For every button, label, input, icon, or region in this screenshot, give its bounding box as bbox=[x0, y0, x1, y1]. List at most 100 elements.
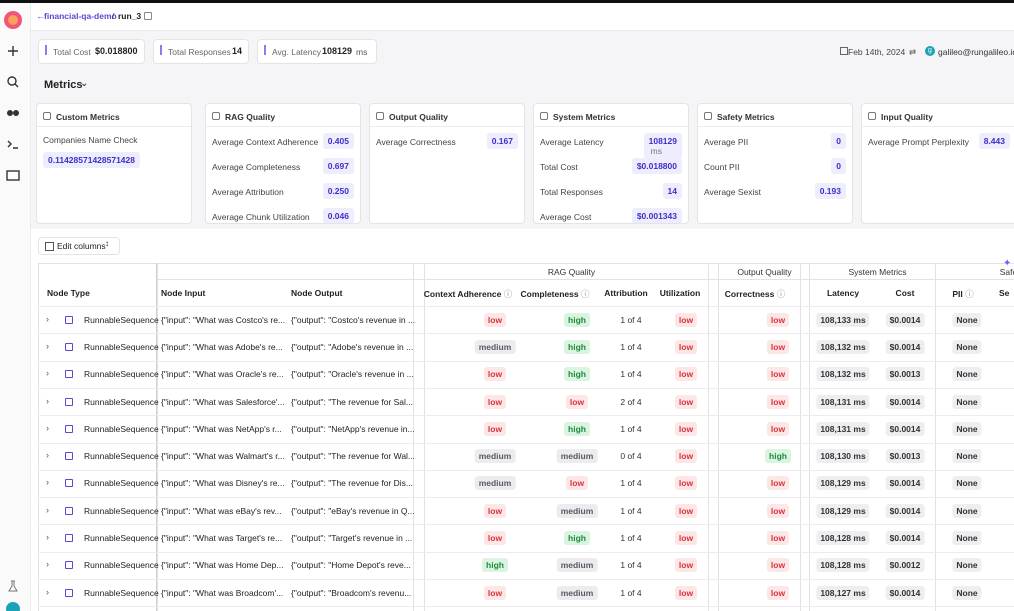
settings-icon[interactable]: ⇄ bbox=[909, 47, 917, 57]
card-title: Custom Metrics bbox=[56, 112, 120, 122]
column-header[interactable]: Node Type bbox=[47, 288, 90, 298]
sidebar bbox=[0, 3, 31, 611]
expand-chevron[interactable]: › bbox=[46, 532, 49, 543]
cell-text: 0 of 4 bbox=[620, 451, 642, 462]
metric-label: Companies Name Check bbox=[43, 135, 138, 145]
column-header[interactable]: Completeness ⓘ bbox=[520, 289, 590, 299]
expand-chevron[interactable]: › bbox=[46, 586, 49, 597]
card-icon bbox=[43, 112, 51, 120]
group-label: Safe bbox=[999, 267, 1014, 277]
expand-chevron[interactable]: › bbox=[46, 422, 49, 433]
metric-value: 0.405 bbox=[322, 133, 354, 149]
metric-card: Output Quality Average Correctness 0.167 bbox=[369, 103, 525, 224]
card-title: Output Quality bbox=[389, 112, 449, 122]
expand-chevron[interactable]: › bbox=[46, 368, 49, 379]
sparkle-icon[interactable]: ✦ bbox=[1003, 258, 1012, 269]
column-header[interactable]: Node Input bbox=[161, 288, 206, 298]
cell-text: 1 of 4 bbox=[620, 369, 642, 380]
cell-badge: low bbox=[565, 476, 589, 491]
card-title: System Metrics bbox=[553, 112, 616, 122]
cell-badge: $0.0014 bbox=[885, 339, 925, 354]
cell-badge: low bbox=[766, 339, 790, 354]
expand-chevron[interactable]: › bbox=[46, 340, 49, 351]
cell-badge: 108,128 ms bbox=[816, 531, 870, 546]
expand-chevron[interactable]: › bbox=[46, 450, 49, 461]
cell-badge: low bbox=[674, 476, 698, 491]
metric-unit: ms bbox=[650, 146, 662, 156]
calendar-icon bbox=[840, 47, 848, 55]
column-header[interactable]: Correctness ⓘ bbox=[724, 289, 786, 299]
cell-text: {"input": "What was NetApp's r... bbox=[161, 423, 282, 434]
cell-badge: 108,128 ms bbox=[816, 558, 870, 573]
column-header[interactable]: Node Output bbox=[291, 288, 343, 298]
cell-text: RunnableSequence bbox=[84, 505, 159, 516]
cell-text: 1 of 4 bbox=[620, 341, 642, 352]
user-email: galileo@rungalileo.io bbox=[938, 47, 1014, 57]
column-header[interactable]: Cost bbox=[895, 288, 915, 298]
terminal-icon[interactable] bbox=[7, 140, 18, 149]
group-label: Output Quality bbox=[737, 267, 792, 277]
column-divider bbox=[708, 263, 709, 611]
metric-card: Input Quality Average Prompt Perplexity 8.… bbox=[861, 103, 1014, 224]
metric-card: Safety Metrics Average PII 0 Count PII 0 Aver… bbox=[697, 103, 853, 224]
row-line bbox=[38, 360, 1014, 362]
column-header[interactable]: Context Adherence ⓘ bbox=[423, 289, 513, 299]
node-icon bbox=[65, 561, 73, 570]
edit-icon[interactable] bbox=[144, 12, 152, 20]
column-header[interactable]: Attribution bbox=[604, 288, 648, 298]
expand-chevron[interactable]: › bbox=[46, 313, 49, 324]
expand-chevron[interactable]: › bbox=[46, 477, 49, 488]
edit-columns-button[interactable]: Edit columns ↕ bbox=[38, 237, 120, 255]
column-header[interactable]: Latency bbox=[826, 288, 860, 298]
expand-chevron[interactable]: › bbox=[46, 504, 49, 515]
cell-badge: $0.0014 bbox=[885, 394, 925, 409]
cell-badge: medium bbox=[556, 503, 598, 518]
node-icon bbox=[65, 534, 73, 543]
expand-chevron[interactable]: › bbox=[46, 559, 49, 570]
cell-badge: low bbox=[483, 421, 507, 436]
cell-badge: medium bbox=[556, 558, 598, 573]
column-group: RAG Quality bbox=[424, 267, 708, 277]
cell-badge: low bbox=[674, 449, 698, 464]
cell-badge: None bbox=[952, 421, 982, 436]
add-icon[interactable] bbox=[8, 46, 18, 56]
column-header[interactable]: PII ⓘ bbox=[952, 289, 974, 299]
cell-text: RunnableSequence bbox=[84, 341, 159, 352]
cell-badge: low bbox=[483, 312, 507, 327]
binoculars-icon[interactable] bbox=[7, 110, 13, 116]
metric-badge: 14 bbox=[662, 183, 682, 199]
back-arrow[interactable]: ← bbox=[36, 11, 45, 21]
user-icon[interactable] bbox=[6, 602, 20, 611]
metric-badge: 0.697 bbox=[322, 158, 354, 174]
stat-accent bbox=[160, 45, 162, 55]
cell-text: 1 of 4 bbox=[620, 423, 642, 434]
search-icon[interactable] bbox=[7, 76, 17, 86]
metric-value: 0.697 bbox=[322, 158, 354, 174]
metric-value: $0.018800 bbox=[631, 158, 682, 174]
logo-core bbox=[8, 15, 18, 25]
card-icon bbox=[212, 112, 220, 120]
flask-icon[interactable] bbox=[8, 580, 18, 592]
avatar[interactable]: g bbox=[925, 46, 935, 56]
column-divider bbox=[413, 263, 414, 611]
metric-value: 0.250 bbox=[322, 183, 354, 199]
column-group: Output Quality bbox=[718, 267, 800, 277]
cell-text: {"input": "What was Broadcom'... bbox=[161, 587, 284, 598]
metric-label: Average Cost bbox=[540, 212, 592, 222]
cell-badge: $0.0012 bbox=[885, 558, 925, 573]
metrics-title[interactable]: Metrics bbox=[44, 79, 83, 91]
cell-text: RunnableSequence bbox=[84, 314, 159, 325]
column-header[interactable]: Utilization bbox=[659, 288, 701, 298]
cell-text: {"output": "Broadcom's revenu... bbox=[291, 587, 412, 598]
cell-badge: 108,129 ms bbox=[816, 476, 870, 491]
monitor-icon[interactable] bbox=[6, 170, 20, 181]
card-icon bbox=[868, 112, 876, 120]
info-icon: ⓘ bbox=[774, 289, 786, 299]
metric-label: Average Context Adherence bbox=[212, 137, 319, 147]
column-header[interactable]: Se bbox=[999, 288, 1010, 298]
expand-chevron[interactable]: › bbox=[46, 395, 49, 406]
stat-box: Total Cost $0.018800 bbox=[38, 39, 145, 64]
metrics-chevron[interactable]: ⌄ bbox=[80, 78, 89, 89]
cell-badge: low bbox=[766, 531, 790, 546]
project-link[interactable]: financial-qa-demo bbox=[44, 11, 117, 21]
